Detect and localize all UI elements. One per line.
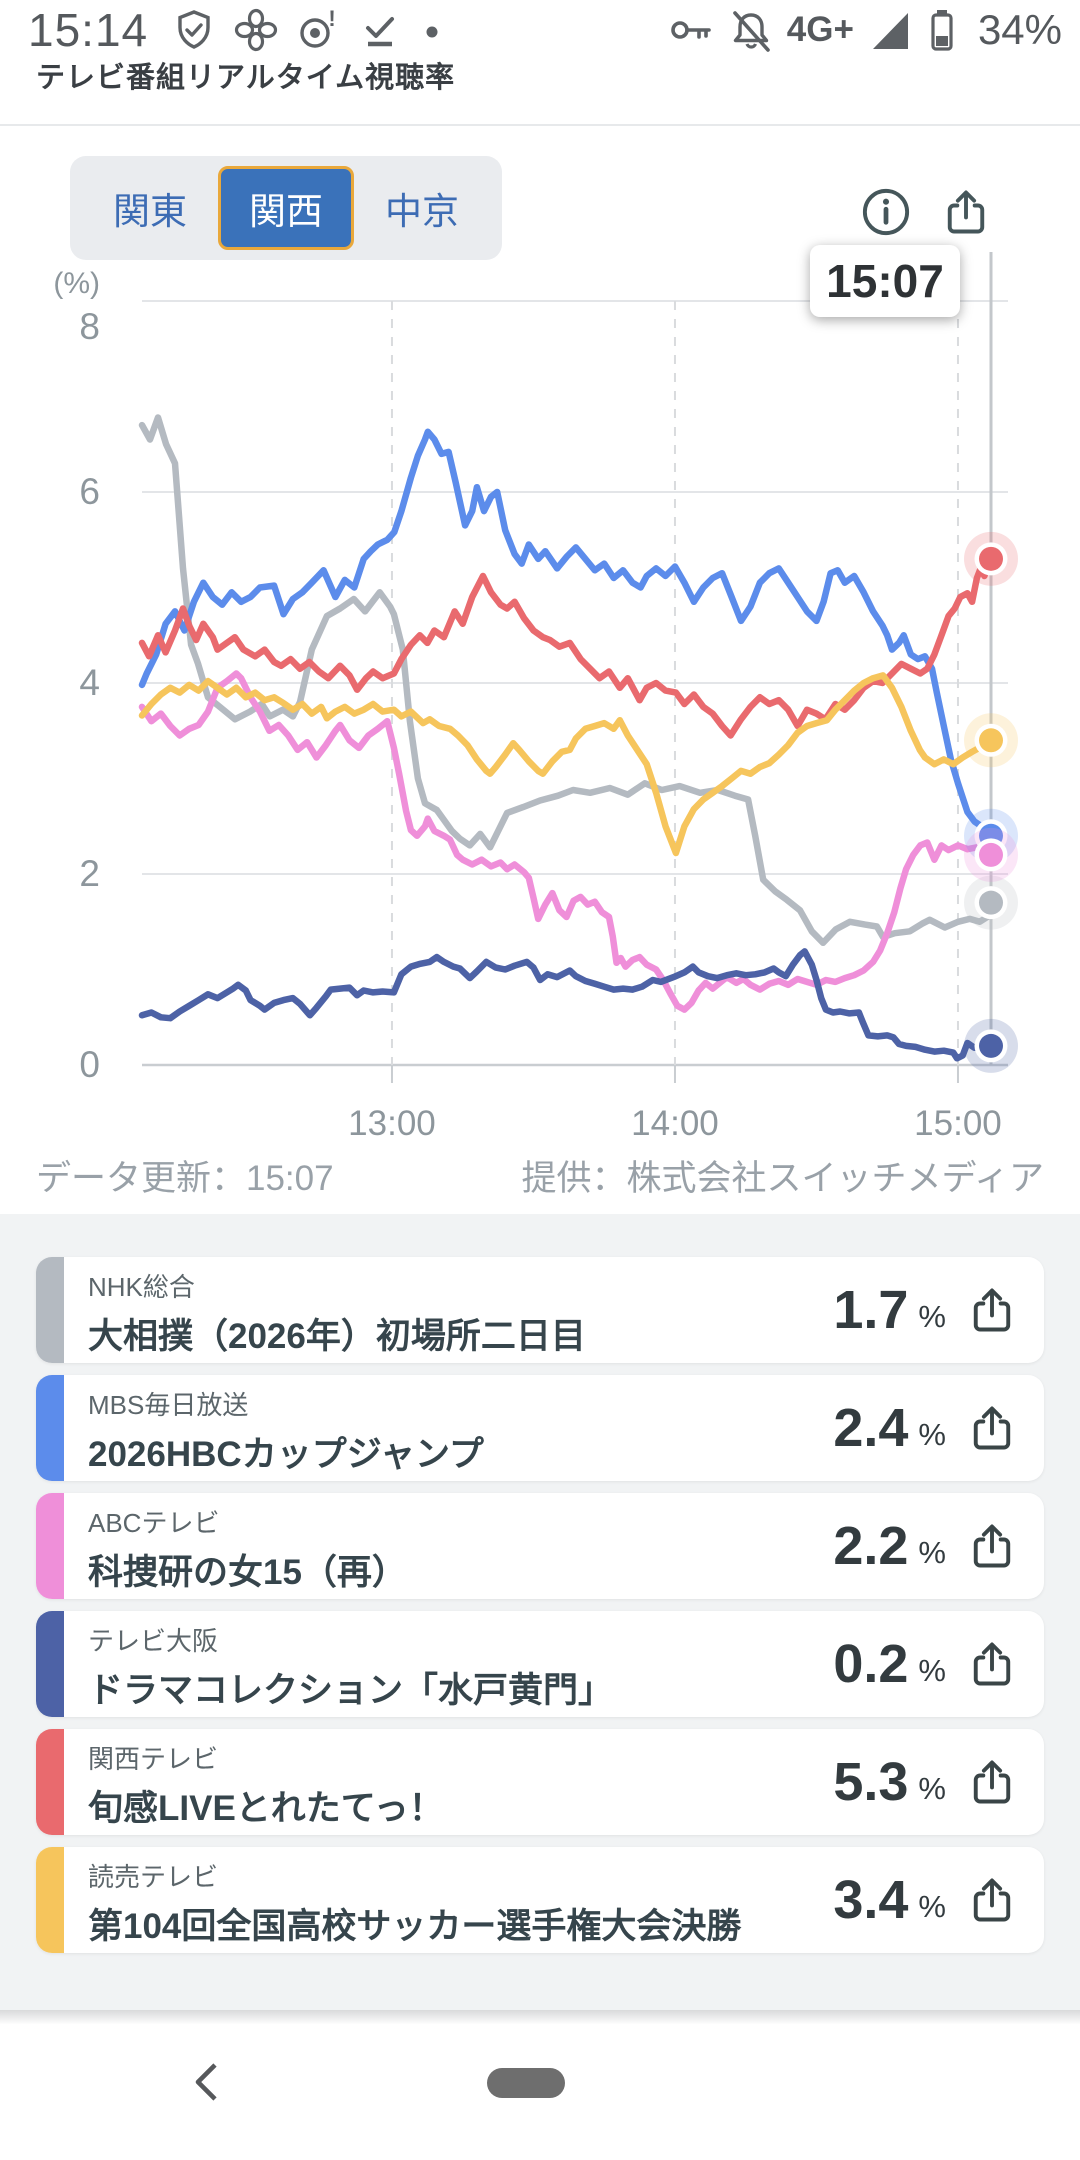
channel-name: MBS毎日放送 — [88, 1390, 249, 1420]
record-alert-icon: ! — [300, 6, 336, 48]
status-bar: 15:14 ! — [0, 0, 1080, 60]
rating-value: 1.7 — [833, 1280, 909, 1340]
notifications-off-icon — [732, 11, 770, 52]
svg-text:14:00: 14:00 — [631, 1104, 719, 1143]
rating-value: 0.2 — [833, 1634, 909, 1694]
rating-unit: % — [918, 1417, 946, 1452]
program-title: 科捜研の女15（再） — [88, 1553, 407, 1592]
program-title: 2026HBCカップジャンプ — [88, 1435, 484, 1474]
signal-icon — [872, 13, 908, 49]
program-title: 第104回全国高校サッカー選手権大会決勝 — [88, 1907, 742, 1946]
rating-value: 5.3 — [833, 1752, 909, 1812]
tab-kansai[interactable]: 関西 — [218, 166, 354, 250]
header-divider — [0, 124, 1080, 126]
back-icon[interactable] — [186, 2058, 234, 2106]
rating-unit: % — [918, 1299, 946, 1334]
rating-unit: % — [918, 1771, 946, 1806]
program-card-nhk[interactable]: NHK総合 大相撲（2026年）初場所二日目 1.7 % — [36, 1257, 1044, 1363]
svg-text:6: 6 — [79, 471, 100, 512]
rating-value: 2.2 — [833, 1516, 909, 1576]
program-title: 旬感LIVEとれたてっ！ — [88, 1789, 444, 1828]
data-provider-label: 提供：株式会社スイッチメディア — [521, 1159, 1044, 1198]
share-icon[interactable] — [966, 1402, 1018, 1454]
status-time: 15:14 — [28, 4, 149, 56]
share-icon[interactable] — [966, 1756, 1018, 1808]
svg-text:13:00: 13:00 — [348, 1104, 436, 1143]
svg-text:15:00: 15:00 — [914, 1104, 1002, 1143]
svg-text:(%): (%) — [53, 267, 100, 300]
program-list: NHK総合 大相撲（2026年）初場所二日目 1.7 % MBS毎日放送 202… — [0, 1214, 1080, 2010]
share-icon[interactable] — [966, 1874, 1018, 1926]
channel-color-bar — [36, 1729, 64, 1835]
dot-icon — [426, 26, 438, 38]
channel-name: NHK総合 — [88, 1272, 195, 1302]
cursor-time-tooltip: 15:07 — [810, 245, 960, 317]
nav-top-shadow — [0, 2010, 1080, 2024]
home-pill[interactable] — [487, 2068, 565, 2098]
rating-unit: % — [918, 1889, 946, 1924]
key-icon — [670, 21, 711, 39]
channel-color-bar — [36, 1847, 64, 1953]
program-card-abc[interactable]: ABCテレビ 科捜研の女15（再） 2.2 % — [36, 1493, 1044, 1599]
rating-line-chart[interactable]: 0 2 4 6 8 (%) 13:00 14:00 15:00 — [0, 190, 1080, 1150]
rating-unit: % — [918, 1535, 946, 1570]
rating-value: 2.4 — [833, 1398, 909, 1458]
channel-color-bar — [36, 1493, 64, 1599]
shield-check-icon — [178, 10, 210, 49]
tab-kanto[interactable]: 関東 — [82, 166, 218, 250]
channel-name: 関西テレビ — [88, 1744, 219, 1774]
channel-color-bar — [36, 1375, 64, 1481]
pinwheel-icon — [235, 8, 278, 52]
program-title: ドラマコレクション「水戸黄門」 — [88, 1671, 614, 1710]
channel-name: テレビ大阪 — [88, 1626, 219, 1656]
region-tab-group: 関東 関西 中京 — [70, 156, 502, 260]
channel-color-bar — [36, 1611, 64, 1717]
battery-icon — [931, 10, 953, 51]
svg-text:8: 8 — [79, 306, 100, 347]
svg-text:4: 4 — [79, 662, 100, 703]
channel-name: ABCテレビ — [88, 1508, 220, 1538]
svg-text:2: 2 — [79, 853, 100, 894]
channel-name: 読売テレビ — [88, 1862, 219, 1892]
program-card-mbs[interactable]: MBS毎日放送 2026HBCカップジャンプ 2.4 % — [36, 1375, 1044, 1481]
rating-unit: % — [918, 1653, 946, 1688]
channel-color-bar — [36, 1257, 64, 1363]
system-navigation-bar — [0, 2024, 1080, 2160]
program-card-ytv[interactable]: 読売テレビ 第104回全国高校サッカー選手権大会決勝 3.4 % — [36, 1847, 1044, 1953]
share-icon[interactable] — [966, 1284, 1018, 1336]
check-underline-icon — [366, 17, 395, 47]
data-updated-label: データ更新：15:07 — [36, 1159, 334, 1198]
svg-text:!: ! — [328, 6, 335, 31]
page-title: テレビ番組リアルタイム視聴率 — [36, 62, 456, 94]
share-icon[interactable] — [966, 1520, 1018, 1572]
tab-chukyo[interactable]: 中京 — [354, 166, 490, 250]
program-card-tvo[interactable]: テレビ大阪 ドラマコレクション「水戸黄門」 0.2 % — [36, 1611, 1044, 1717]
share-icon[interactable] — [966, 1638, 1018, 1690]
svg-text:0: 0 — [79, 1044, 100, 1085]
program-title: 大相撲（2026年）初場所二日目 — [88, 1317, 586, 1356]
battery-percent: 34% — [977, 6, 1062, 53]
rating-value: 3.4 — [833, 1870, 909, 1930]
network-label: 4G+ — [786, 10, 854, 49]
program-card-ktv[interactable]: 関西テレビ 旬感LIVEとれたてっ！ 5.3 % — [36, 1729, 1044, 1835]
